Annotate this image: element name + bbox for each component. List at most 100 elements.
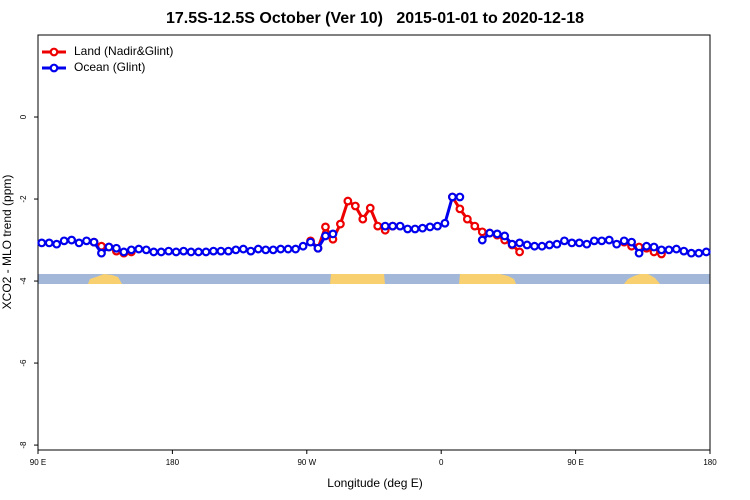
point xyxy=(298,241,308,251)
point xyxy=(537,241,547,251)
point xyxy=(627,237,636,247)
point xyxy=(201,247,211,257)
x-tick-label: 90 W xyxy=(297,458,316,467)
point xyxy=(634,248,644,258)
point xyxy=(149,247,159,257)
y-axis-label: XCO2 - MLO trend (ppm) xyxy=(0,175,14,310)
x-axis-label: Longitude (deg E) xyxy=(327,476,422,490)
point xyxy=(246,246,256,256)
x-tick-label: 180 xyxy=(166,458,180,467)
y-tick-label: -6 xyxy=(19,359,28,367)
point xyxy=(44,238,54,248)
legend-marker xyxy=(49,47,59,57)
point xyxy=(164,246,174,256)
point xyxy=(126,245,136,255)
x-tick-label: 0 xyxy=(439,458,444,467)
point xyxy=(238,244,248,254)
point xyxy=(522,240,532,250)
point xyxy=(477,227,487,237)
point xyxy=(649,242,659,252)
point xyxy=(492,229,502,239)
x-tick-label: 180 xyxy=(703,458,717,467)
point xyxy=(59,236,69,246)
point xyxy=(418,223,427,233)
point xyxy=(477,235,487,245)
point xyxy=(291,244,301,254)
point xyxy=(111,243,121,253)
x-tick-label: 90 E xyxy=(30,458,46,467)
point xyxy=(515,247,524,257)
point xyxy=(485,228,495,238)
point xyxy=(343,196,353,206)
point xyxy=(52,239,62,249)
point xyxy=(604,235,614,245)
point xyxy=(373,221,383,231)
point xyxy=(679,246,689,256)
point xyxy=(448,192,457,202)
point xyxy=(701,247,711,257)
point xyxy=(350,201,360,211)
x-tick-label: 90 E xyxy=(567,458,583,467)
series xyxy=(37,192,711,258)
mask-land xyxy=(330,274,385,284)
point xyxy=(507,239,517,249)
point xyxy=(313,243,323,253)
point xyxy=(552,239,562,249)
point xyxy=(97,248,106,258)
point xyxy=(283,244,293,254)
chart-title: 17.5S-12.5S October (Ver 10) 2015-01-01 … xyxy=(166,10,584,27)
point xyxy=(306,237,315,247)
mask-land xyxy=(624,274,660,284)
point xyxy=(597,236,607,246)
point xyxy=(209,246,218,256)
point xyxy=(358,214,368,224)
y-tick-label: -4 xyxy=(19,277,28,285)
point xyxy=(388,221,398,231)
point xyxy=(410,224,420,234)
point xyxy=(194,247,203,257)
point xyxy=(582,239,592,249)
point xyxy=(545,240,554,250)
point xyxy=(672,244,681,254)
point xyxy=(462,214,472,224)
point xyxy=(89,237,99,247)
point xyxy=(179,246,189,256)
point xyxy=(328,229,338,239)
point xyxy=(515,238,524,248)
point xyxy=(657,245,666,255)
mask-land xyxy=(88,274,122,284)
point xyxy=(253,244,263,254)
point xyxy=(276,244,286,254)
point xyxy=(425,222,435,232)
y-tick-label: 0 xyxy=(19,114,28,119)
point xyxy=(365,203,375,213)
point xyxy=(574,238,584,248)
point xyxy=(567,238,577,248)
point xyxy=(470,221,480,231)
legend-label: Ocean (Glint) xyxy=(74,60,145,74)
point xyxy=(395,221,405,231)
point xyxy=(530,241,539,251)
point xyxy=(336,219,345,229)
point xyxy=(560,236,569,246)
point xyxy=(321,231,330,241)
point xyxy=(380,221,390,231)
point xyxy=(455,192,465,202)
point xyxy=(231,245,241,255)
point xyxy=(455,204,465,214)
point xyxy=(440,218,450,228)
legend-label: Land (Nadir&Glint) xyxy=(74,44,173,58)
point xyxy=(186,247,196,257)
land-mask xyxy=(38,274,710,284)
legend-marker xyxy=(49,63,59,73)
y-tick-label: -2 xyxy=(19,195,28,203)
point xyxy=(694,248,704,258)
point xyxy=(104,242,114,252)
point xyxy=(82,236,91,246)
point xyxy=(119,247,129,257)
point xyxy=(403,224,413,234)
point xyxy=(261,245,271,255)
point xyxy=(664,245,674,255)
point xyxy=(268,245,278,255)
